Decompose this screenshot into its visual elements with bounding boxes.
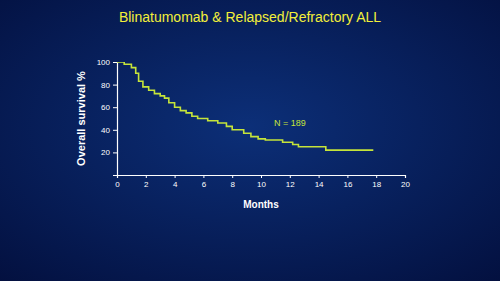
background xyxy=(0,0,500,281)
tick-label: 2 xyxy=(144,180,149,189)
tick-label: 12 xyxy=(286,180,295,189)
tick: 2 xyxy=(144,175,149,189)
tick-label: 20 xyxy=(401,180,410,189)
tick: 60 xyxy=(101,103,117,112)
plot: 0 2 4 6 8 10 12 14 16 18 20 20 40 60 80 100 Months Overal… xyxy=(75,58,410,210)
tick-label: 40 xyxy=(101,126,110,135)
y-axis: 20 40 60 80 100 xyxy=(97,58,118,175)
tick-label: 14 xyxy=(315,180,324,189)
tick-mark xyxy=(261,175,262,178)
tick-mark xyxy=(113,152,117,153)
tick: 12 xyxy=(286,175,295,189)
axis-line xyxy=(118,176,406,179)
tick-mark xyxy=(347,175,348,178)
tick-mark xyxy=(232,175,233,178)
tick-mark xyxy=(146,175,147,178)
tick: 18 xyxy=(372,175,381,189)
tick-label: 16 xyxy=(343,180,352,189)
tick: 80 xyxy=(101,81,117,90)
marks xyxy=(117,62,373,150)
tick-label: 20 xyxy=(101,148,110,157)
tick-label: 8 xyxy=(230,180,235,189)
tick-mark xyxy=(113,107,117,108)
tick-mark xyxy=(175,175,176,178)
title: Blinatumomab & Relapsed/Refractory ALL xyxy=(119,9,381,25)
tick: 100 xyxy=(97,58,117,67)
tick-mark xyxy=(113,62,117,63)
tick: 20 xyxy=(101,148,117,157)
tick: 0 xyxy=(115,175,120,189)
tick-mark xyxy=(405,175,406,178)
tick-label: 60 xyxy=(101,103,110,112)
tick: 14 xyxy=(315,175,324,189)
tick-mark xyxy=(113,130,117,131)
tick-mark xyxy=(319,175,320,178)
tick: 6 xyxy=(202,175,207,189)
tick-label: 10 xyxy=(257,180,266,189)
annotation: N = 189 xyxy=(274,118,306,128)
tick-mark xyxy=(290,175,291,178)
tick-label: 6 xyxy=(202,180,207,189)
tick: 4 xyxy=(173,175,178,189)
x-axis-title: Months xyxy=(243,199,279,210)
tick-mark xyxy=(376,175,377,178)
tick-label: 0 xyxy=(115,180,120,189)
tick-label: 4 xyxy=(173,180,178,189)
tick: 8 xyxy=(230,175,235,189)
y-axis-title: Overall survival % xyxy=(75,71,87,166)
x-axis: 0 2 4 6 8 10 12 14 16 18 20 xyxy=(115,175,410,189)
tick-mark xyxy=(203,175,204,178)
tick-label: 18 xyxy=(372,180,381,189)
tick: 16 xyxy=(343,175,352,189)
tick: 20 xyxy=(401,175,410,189)
tick-label: 80 xyxy=(101,81,110,90)
axis-line xyxy=(113,63,118,176)
tick-mark xyxy=(113,85,117,86)
tick-label: 100 xyxy=(97,58,111,67)
tick: 10 xyxy=(257,175,266,189)
tick: 40 xyxy=(101,126,117,135)
chart: Blinatumomab & Relapsed/Refractory ALL 0 2… xyxy=(0,0,500,281)
survival-line xyxy=(117,62,373,150)
